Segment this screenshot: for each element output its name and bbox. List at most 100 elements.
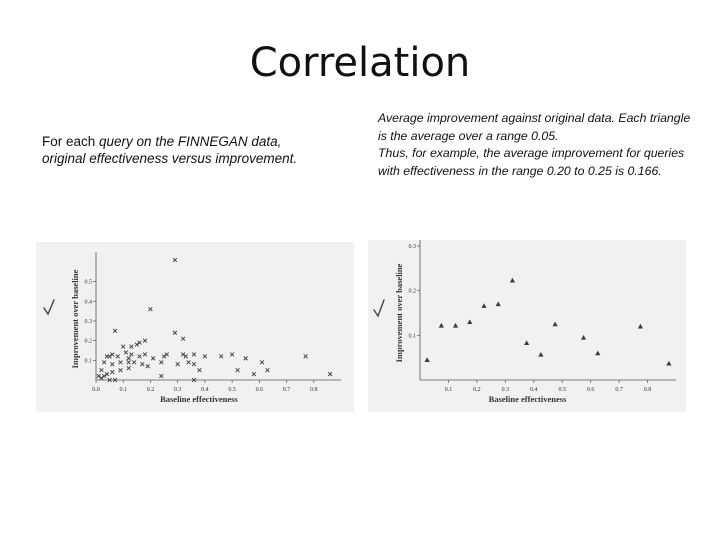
data-point-x	[110, 352, 115, 357]
x-tick-label: 0.2	[147, 387, 155, 393]
x-tick-label: 0.7	[283, 387, 291, 393]
x-axis-label: Baseline effectiveness	[489, 394, 567, 404]
x-tick-label: 0.3	[174, 387, 182, 393]
data-point-triangle	[467, 319, 473, 325]
data-point-x	[142, 352, 148, 357]
y-axis-label: Improvement over baseline	[70, 269, 80, 368]
y-tick-label: 0.3	[85, 319, 93, 325]
data-point-triangle	[438, 322, 444, 328]
x-tick-label: 0.1	[119, 387, 127, 393]
data-point-x	[110, 369, 115, 375]
x-tick-label: 0.4	[201, 387, 209, 393]
data-point-x	[115, 354, 120, 359]
data-point-x	[164, 352, 169, 357]
data-point-triangle	[595, 350, 601, 356]
data-point-x	[327, 371, 333, 377]
x-tick-label: 0.8	[644, 387, 652, 393]
data-point-x	[126, 365, 131, 371]
data-point-x	[229, 352, 235, 357]
scatter-plot-1-svg: 0.0 0.1 0.2 0.3 0.4 0.5 0.6 0.7 0.8 0.1 0.2 0.3 0.4 0…	[43, 252, 341, 404]
x-tick-label: 0.1	[445, 387, 453, 393]
right-caption: Average improvement against original dat…	[378, 110, 698, 180]
data-point-triangle	[481, 303, 487, 308]
data-point-triangle	[509, 277, 516, 283]
y-tick-label: 0.3	[409, 244, 417, 250]
data-point-x	[123, 350, 129, 355]
data-point-x	[137, 340, 142, 345]
data-point-x	[180, 352, 186, 357]
data-point-x	[159, 373, 164, 379]
data-point-x	[150, 356, 156, 361]
scatter-plot-averaged: 0.1 0.2 0.3 0.4 0.5 0.6 0.7 0.8 0.1 0.2 0.3 Baselin…	[368, 240, 686, 412]
data-point-x	[183, 354, 189, 359]
data-point-x	[191, 352, 197, 357]
y-tick-label: 0.1	[85, 358, 93, 364]
data-point-triangle	[424, 357, 430, 362]
data-point-x	[104, 371, 110, 377]
data-point-x	[101, 373, 107, 379]
data-point-x	[107, 377, 112, 383]
data-point-x	[140, 362, 145, 367]
data-point-x	[118, 367, 123, 373]
check-mark-icon	[373, 299, 385, 318]
x-tick-label: 0.5	[558, 387, 566, 393]
x-tick-label: 0.6	[587, 387, 595, 393]
data-point-x	[129, 344, 134, 349]
x-tick-label: 0.7	[615, 387, 623, 393]
slide-title: Correlation	[249, 40, 471, 86]
data-point-x	[161, 354, 167, 359]
right-caption-para-2: Thus, for example, the average improveme…	[378, 146, 685, 178]
x-tick-label: 0.5	[228, 387, 236, 393]
data-point-x	[159, 360, 164, 365]
data-point-x	[142, 338, 148, 343]
data-point-x	[172, 257, 178, 263]
data-point-x	[129, 352, 134, 357]
data-point-x	[112, 328, 118, 334]
data-point-x	[202, 354, 208, 359]
data-point-x	[99, 375, 104, 381]
data-point-x	[219, 354, 224, 359]
data-point-x	[191, 377, 197, 383]
data-point-x	[137, 354, 142, 359]
left-caption-italic-1: query on the FINNEGAN data,	[99, 134, 282, 149]
data-point-x	[112, 377, 118, 383]
data-point-x	[121, 344, 126, 349]
data-point-x	[96, 373, 101, 379]
scatter-plot-individual-queries: 0.0 0.1 0.2 0.3 0.4 0.5 0.6 0.7 0.8 0.1 0.2 0.3 0.4 0…	[36, 242, 354, 412]
y-tick-label: 0.4	[85, 299, 93, 305]
data-point-x	[110, 362, 115, 367]
data-point-x	[303, 354, 308, 359]
left-caption-plain: For each	[42, 134, 100, 149]
right-caption-para-1: Average improvement against original dat…	[378, 111, 691, 143]
data-point-x	[131, 360, 137, 365]
data-point-x	[259, 360, 265, 365]
scatter-plot-2-svg: 0.1 0.2 0.3 0.4 0.5 0.6 0.7 0.80.10.20.3Baselin…	[373, 240, 676, 404]
data-point-x	[243, 356, 248, 361]
data-point-x	[186, 360, 191, 365]
data-point-x	[191, 362, 197, 367]
data-point-x	[235, 367, 240, 373]
data-point-triangle	[580, 334, 587, 340]
x-tick-label: 0.2	[473, 387, 481, 393]
y-tick-label: 0.2	[85, 339, 93, 345]
data-point-x	[265, 367, 270, 373]
data-point-x	[99, 367, 104, 373]
x-tick-label: 0.8	[310, 387, 318, 393]
data-point-x	[175, 362, 180, 367]
y-tick-label: 0.1	[409, 333, 417, 339]
y-tick-label: 0.5	[85, 280, 93, 286]
data-point-x	[126, 360, 131, 365]
data-point-x	[148, 306, 153, 312]
data-point-x	[118, 360, 123, 365]
data-point-triangle	[452, 322, 459, 328]
check-mark-icon	[43, 299, 55, 316]
data-point-x	[134, 342, 140, 347]
data-point-x	[107, 354, 112, 359]
y-axis-label: Improvement over baseline	[394, 263, 404, 362]
data-point-x	[145, 364, 150, 369]
data-point-x	[172, 330, 178, 335]
data-point-triangle	[538, 351, 544, 357]
data-point-triangle	[524, 340, 530, 346]
y-tick-label: 0.2	[409, 289, 417, 295]
data-point-x	[101, 360, 107, 365]
